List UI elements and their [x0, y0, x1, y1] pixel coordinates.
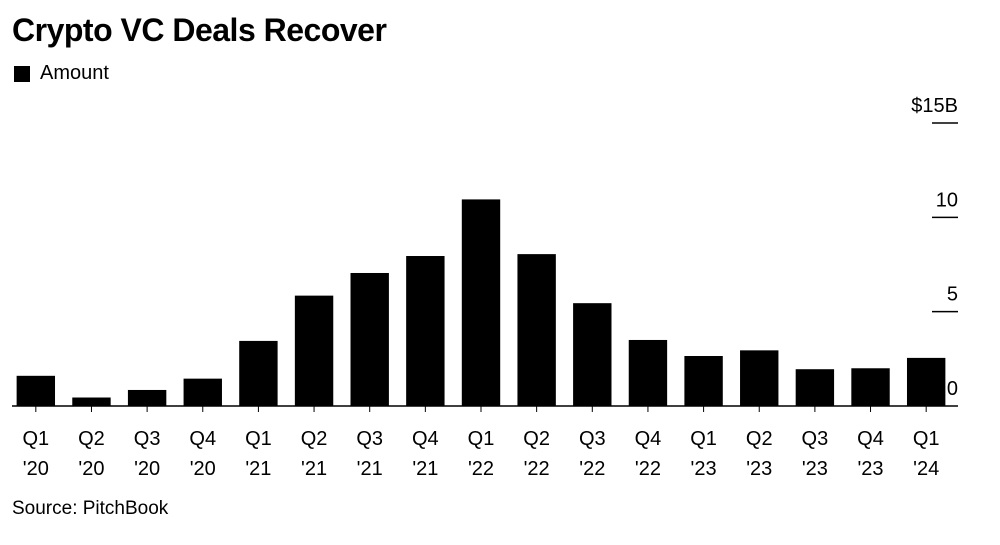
x-tick-label-year: '20 [134, 458, 160, 480]
x-tick-label-quarter: Q2 [78, 428, 105, 450]
x-tick-label-year: '22 [468, 458, 494, 480]
bar [740, 350, 779, 406]
bar [461, 199, 501, 406]
bar [72, 397, 111, 406]
bar [795, 369, 835, 406]
x-tick-label-year: '23 [857, 458, 883, 480]
x-tick-label-quarter: Q4 [412, 428, 439, 450]
x-tick-label-quarter: Q4 [635, 428, 662, 450]
y-tick-label: 5 [947, 284, 958, 306]
x-tick-label-quarter: Q4 [189, 428, 216, 450]
x-tick-label-year: '23 [746, 458, 772, 480]
x-tick-label-quarter: Q3 [356, 428, 383, 450]
legend: Amount [14, 62, 109, 85]
y-axis-labels: 0 5 10 $15B [911, 95, 958, 400]
bar [684, 356, 723, 406]
x-tick-label-quarter: Q4 [857, 428, 884, 450]
bar [239, 340, 278, 406]
x-tick-label-year: '23 [691, 458, 717, 480]
bar [573, 303, 612, 406]
x-tick-label-quarter: Q1 [690, 428, 717, 450]
x-tick-label-quarter: Q3 [579, 428, 606, 450]
x-tick-label-year: '20 [78, 458, 104, 480]
bar [906, 357, 946, 406]
y-tick-label: 10 [936, 189, 958, 211]
chart-title: Crypto VC Deals Recover [12, 12, 387, 48]
bar [294, 295, 334, 406]
x-tick-label-quarter: Q2 [746, 428, 773, 450]
x-tick-label-quarter: Q1 [913, 428, 940, 450]
y-tick-label: 0 [947, 378, 958, 400]
bar [350, 272, 389, 406]
bar [851, 368, 890, 406]
bar [517, 254, 556, 406]
bar [16, 375, 56, 406]
bar [183, 378, 222, 406]
x-tick-label-year: '22 [579, 458, 605, 480]
x-tick-label-year: '22 [524, 458, 550, 480]
x-tick-label-quarter: Q2 [523, 428, 550, 450]
legend-swatch [14, 65, 30, 82]
source-note: Source: PitchBook [12, 498, 169, 519]
x-tick-label-year: '24 [913, 458, 939, 480]
x-tick-label-year: '23 [802, 458, 828, 480]
x-tick-label-quarter: Q3 [134, 428, 161, 450]
bar [127, 389, 167, 406]
x-axis-labels: Q1 '20 Q2 '20 Q3 '20 Q4 '20 Q1 '21 Q2 '21 Q3 '21 Q4 '21… [22, 406, 940, 480]
bars [16, 199, 946, 406]
x-tick-label-year: '21 [245, 458, 271, 480]
x-tick-label-year: '22 [635, 458, 661, 480]
x-tick-label-quarter: Q1 [22, 428, 49, 450]
x-tick-label-quarter: Q3 [802, 428, 829, 450]
x-tick-label-year: '21 [357, 458, 383, 480]
x-tick-label-quarter: Q1 [468, 428, 495, 450]
x-tick-label-quarter: Q1 [245, 428, 272, 450]
x-tick-label-quarter: Q2 [301, 428, 328, 450]
y-tick-label: $15B [911, 95, 958, 117]
x-tick-label-year: '21 [412, 458, 438, 480]
y-gridlines [932, 122, 958, 313]
x-tick-label-year: '21 [301, 458, 327, 480]
x-tick-label-year: '20 [190, 458, 216, 480]
bar [628, 339, 668, 406]
legend-label: Amount [40, 62, 109, 84]
x-tick-label-year: '20 [23, 458, 49, 480]
bar [406, 256, 445, 406]
